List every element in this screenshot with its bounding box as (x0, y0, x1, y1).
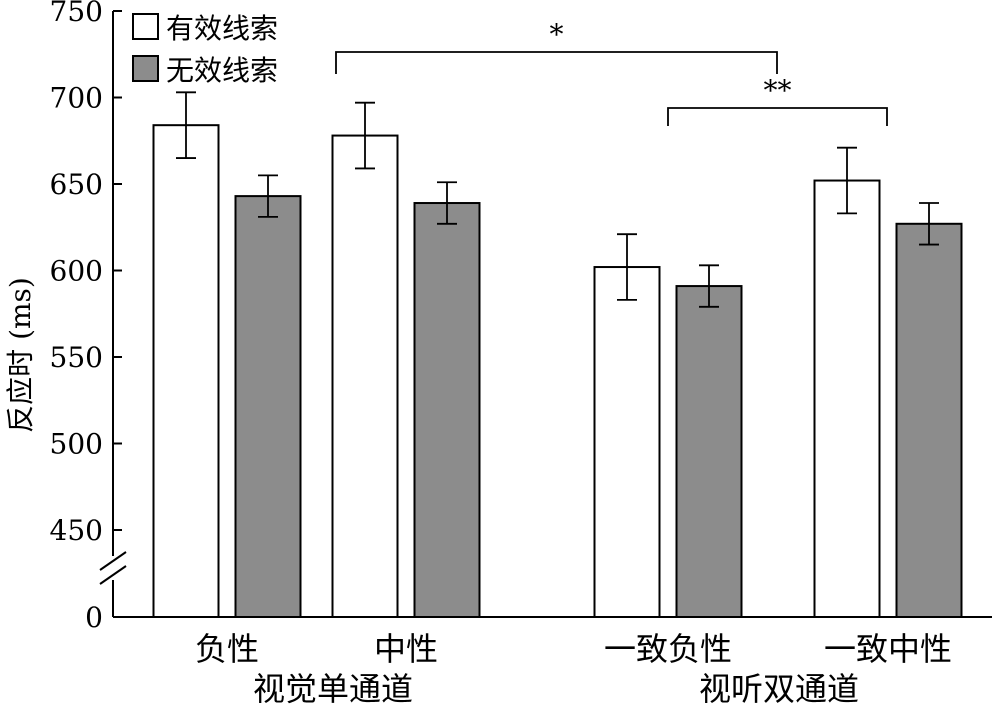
bar-valid-cue (331, 134, 399, 618)
legend-label: 有效线索 (166, 12, 278, 45)
y-tick-label: 650 (50, 168, 103, 201)
bar-valid-cue (593, 266, 661, 618)
y-tick-label: 700 (50, 82, 103, 115)
y-tick-label: 500 (50, 428, 103, 461)
significance-bracket (667, 107, 888, 126)
legend-swatch (132, 13, 159, 40)
y-tick-label: 600 (50, 255, 103, 288)
bar-invalid-cue (675, 285, 743, 618)
significance-bracket (335, 51, 778, 74)
bar-invalid-cue (895, 222, 963, 618)
y-tick-label: 450 (50, 514, 103, 547)
y-tick-label: 550 (50, 341, 103, 374)
legend-swatch (132, 55, 159, 82)
y-tick-label: 750 (50, 0, 103, 28)
x-tick-label: 中性 (374, 630, 438, 668)
bar-invalid-cue (234, 195, 302, 619)
error-bars (176, 91, 939, 308)
axis-break-mark (99, 565, 127, 585)
axis-break-mark (99, 551, 127, 571)
significance-label: ** (764, 74, 792, 107)
y-ticks: 0 450 500 550 600 650 700 750 (50, 0, 122, 634)
y-tick-label: 0 (85, 601, 103, 634)
group-label: 视听双通道 (699, 670, 859, 706)
bar-valid-cue (813, 179, 881, 618)
bar-valid-cue (152, 124, 220, 619)
x-tick-label: 负性 (195, 630, 259, 668)
bar-invalid-cue (413, 202, 481, 618)
x-tick-label: 一致中性 (824, 630, 952, 668)
significance-label: * (550, 18, 564, 51)
x-tick-label: 一致负性 (604, 630, 732, 668)
group-label: 视觉单通道 (253, 670, 413, 706)
bars (152, 124, 963, 619)
legend-label: 无效线索 (166, 54, 278, 87)
significance-brackets: *** (335, 18, 888, 126)
y-axis-label: 反应时 (ms) (4, 277, 37, 433)
